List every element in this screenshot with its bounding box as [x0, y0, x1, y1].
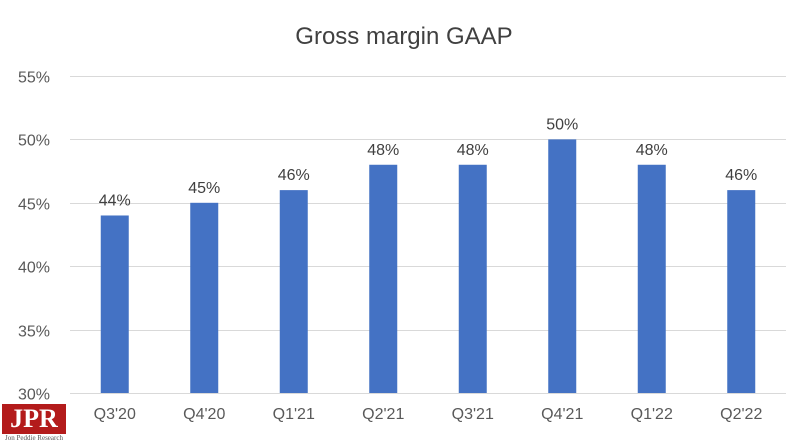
y-axis-tick-labels: 30% 35% 40% 45% 50% 55%: [18, 70, 50, 404]
bar: [727, 190, 756, 393]
x-tick-label: Q1'21: [273, 406, 315, 423]
x-axis-tick-labels: Q3'20 Q4'20 Q1'21 Q2'21 Q3'21 Q4'21 Q1'22 Q2'22: [94, 406, 763, 423]
logo-mark: JPR: [2, 404, 66, 434]
data-label: 48%: [367, 142, 399, 159]
x-tick-label: Q3'20: [94, 406, 136, 423]
y-tick-label: 30%: [18, 387, 50, 404]
data-label: 48%: [457, 142, 489, 159]
x-tick-label: Q2'21: [362, 406, 404, 423]
data-label: 46%: [278, 167, 310, 184]
data-label: 45%: [188, 180, 220, 197]
data-label: 44%: [99, 192, 131, 209]
bar: [369, 164, 398, 393]
x-tick-label: Q4'20: [183, 406, 225, 423]
bar: [548, 139, 577, 393]
x-tick-label: Q4'21: [541, 406, 583, 423]
bars: [100, 139, 756, 393]
y-tick-label: 40%: [18, 260, 50, 277]
x-tick-label: Q2'22: [720, 406, 762, 423]
y-tick-label: 45%: [18, 197, 50, 214]
chart-title: Gross margin GAAP: [295, 23, 512, 50]
x-tick-label: Q1'22: [631, 406, 673, 423]
data-label: 48%: [636, 142, 668, 159]
gridlines: [70, 76, 786, 394]
data-labels: 44% 45% 46% 48% 48% 50% 48% 46%: [99, 116, 758, 209]
bar: [279, 190, 308, 393]
data-label: 46%: [725, 167, 757, 184]
bar: [458, 164, 487, 393]
y-tick-label: 35%: [18, 324, 50, 341]
y-tick-label: 50%: [18, 133, 50, 150]
bar: [637, 164, 666, 393]
logo-subtitle: Jon Peddie Research: [5, 434, 63, 442]
y-tick-label: 55%: [18, 70, 50, 87]
jpr-logo: JPR Jon Peddie Research: [0, 404, 68, 442]
bar: [100, 215, 129, 393]
bar: [190, 202, 219, 393]
x-tick-label: Q3'21: [452, 406, 494, 423]
data-label: 50%: [546, 116, 578, 133]
